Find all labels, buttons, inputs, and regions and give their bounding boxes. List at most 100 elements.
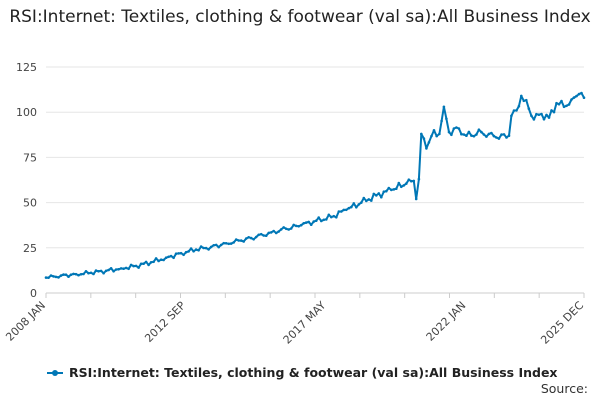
x-tick-label: 2022 JAN [424,299,469,344]
data-point [555,101,558,105]
data-point [455,126,458,129]
y-tick-label: 50 [23,197,37,210]
data-point [465,134,468,137]
data-point [495,136,498,139]
data-point [447,130,451,134]
data-point [237,239,240,242]
data-point [84,270,88,273]
data-point [132,264,135,268]
data-point [440,119,443,123]
data-point [452,127,456,130]
data-point [520,94,523,98]
data-point [149,261,153,264]
data-point [77,273,80,277]
data-point [292,223,296,227]
data-point [512,109,516,112]
axes [45,292,585,298]
data-point [239,239,243,242]
data-point [244,237,248,240]
y-tick-label: 125 [16,61,37,74]
data-point [357,203,361,206]
data-point [527,107,531,110]
data-point [392,188,396,191]
data-point [112,270,115,273]
data-point [365,199,368,203]
data-point [212,244,215,247]
y-tick-label: 75 [23,151,37,164]
y-tick-label: 100 [16,106,37,119]
x-tick-label: 2012 SEP [142,299,188,345]
data-point [387,186,391,190]
data-point [402,184,406,187]
data-point [450,133,453,137]
data-point [545,113,548,117]
data-point [54,275,58,279]
data-point [114,268,118,271]
data-point [562,105,566,109]
data-point [462,133,466,136]
data-point [517,104,521,108]
data-point [194,248,198,251]
data-point [572,96,576,99]
data-point [460,132,463,136]
data-point [425,147,428,150]
data-point [345,208,348,212]
data-point [342,208,346,212]
data-point [322,218,326,222]
data-point [49,274,53,277]
data-point [355,206,358,209]
data-point [262,234,266,237]
data-point [304,221,308,224]
data-point [289,227,293,230]
data-point [122,267,125,271]
data-point [407,178,411,181]
data-point [102,271,105,275]
series-line [45,92,585,279]
data-point [575,94,578,98]
data-point [182,253,185,257]
data-point [234,238,238,241]
data-point [525,98,528,102]
data-point [269,231,273,234]
data-point [147,263,150,267]
data-point [395,187,398,190]
data-point [420,132,423,136]
data-point [510,114,513,118]
data-point [257,233,261,237]
data-point [74,272,78,276]
legend-label: RSI:Internet: Textiles, clothing & footw… [69,365,558,380]
data-point [294,224,298,228]
data-point [104,269,108,273]
x-tick-label: 2017 MAY [281,299,329,347]
data-point [375,194,378,197]
data-point [492,134,496,138]
data-point [99,269,103,273]
data-point [309,223,313,226]
data-point [350,205,353,209]
data-point [192,250,195,253]
data-point [177,252,180,255]
data-point [157,259,160,263]
data-point [532,118,536,121]
data-point [327,213,331,217]
data-point [254,235,258,239]
data-point [320,219,323,223]
data-point [187,250,190,253]
data-point [184,250,188,254]
data-point [72,272,75,276]
legend[interactable]: RSI:Internet: Textiles, clothing & footw… [47,365,558,380]
data-point [505,136,508,139]
data-point [127,267,130,271]
data-point [380,195,383,199]
data-point [209,245,213,249]
data-point [97,270,100,273]
data-point [59,274,63,277]
data-point [232,241,235,244]
data-point [247,236,250,239]
data-point [475,133,478,136]
data-point [362,196,366,200]
data-point [560,99,563,103]
data-point [94,269,98,272]
data-point [422,137,426,140]
data-point [217,245,220,249]
